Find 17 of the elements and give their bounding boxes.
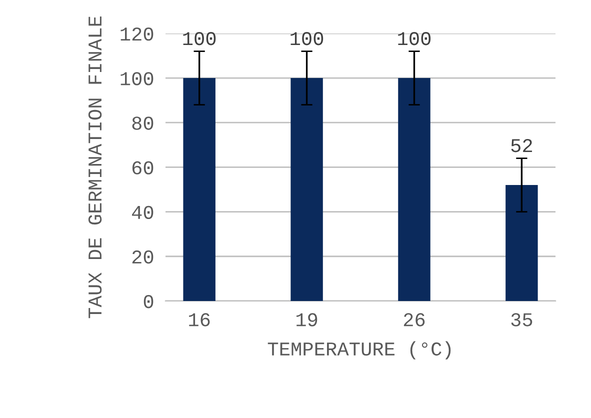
y-tick-label: 0 [144, 295, 154, 308]
x-tick-label: 19 [296, 313, 318, 326]
y-tick-label: 100 [120, 72, 154, 86]
y-axis-title: TAUX DE GERMINATION FINALE [88, 16, 102, 318]
x-tick-label: 35 [511, 313, 532, 326]
y-tick-label: 120 [120, 27, 154, 41]
x-axis-title: TEMPERATURE (°C) [268, 341, 451, 360]
data-label: 100 [398, 32, 431, 46]
y-tick-label: 20 [132, 250, 154, 264]
data-label: 100 [290, 32, 324, 46]
y-tick-label: 40 [132, 206, 154, 220]
data-label: 100 [183, 32, 216, 46]
x-tick-label: 26 [404, 313, 425, 326]
data-label: 52 [511, 139, 532, 152]
x-tick-label: 16 [189, 313, 210, 326]
y-tick-label: 80 [132, 116, 154, 130]
y-tick-label: 60 [132, 161, 154, 174]
